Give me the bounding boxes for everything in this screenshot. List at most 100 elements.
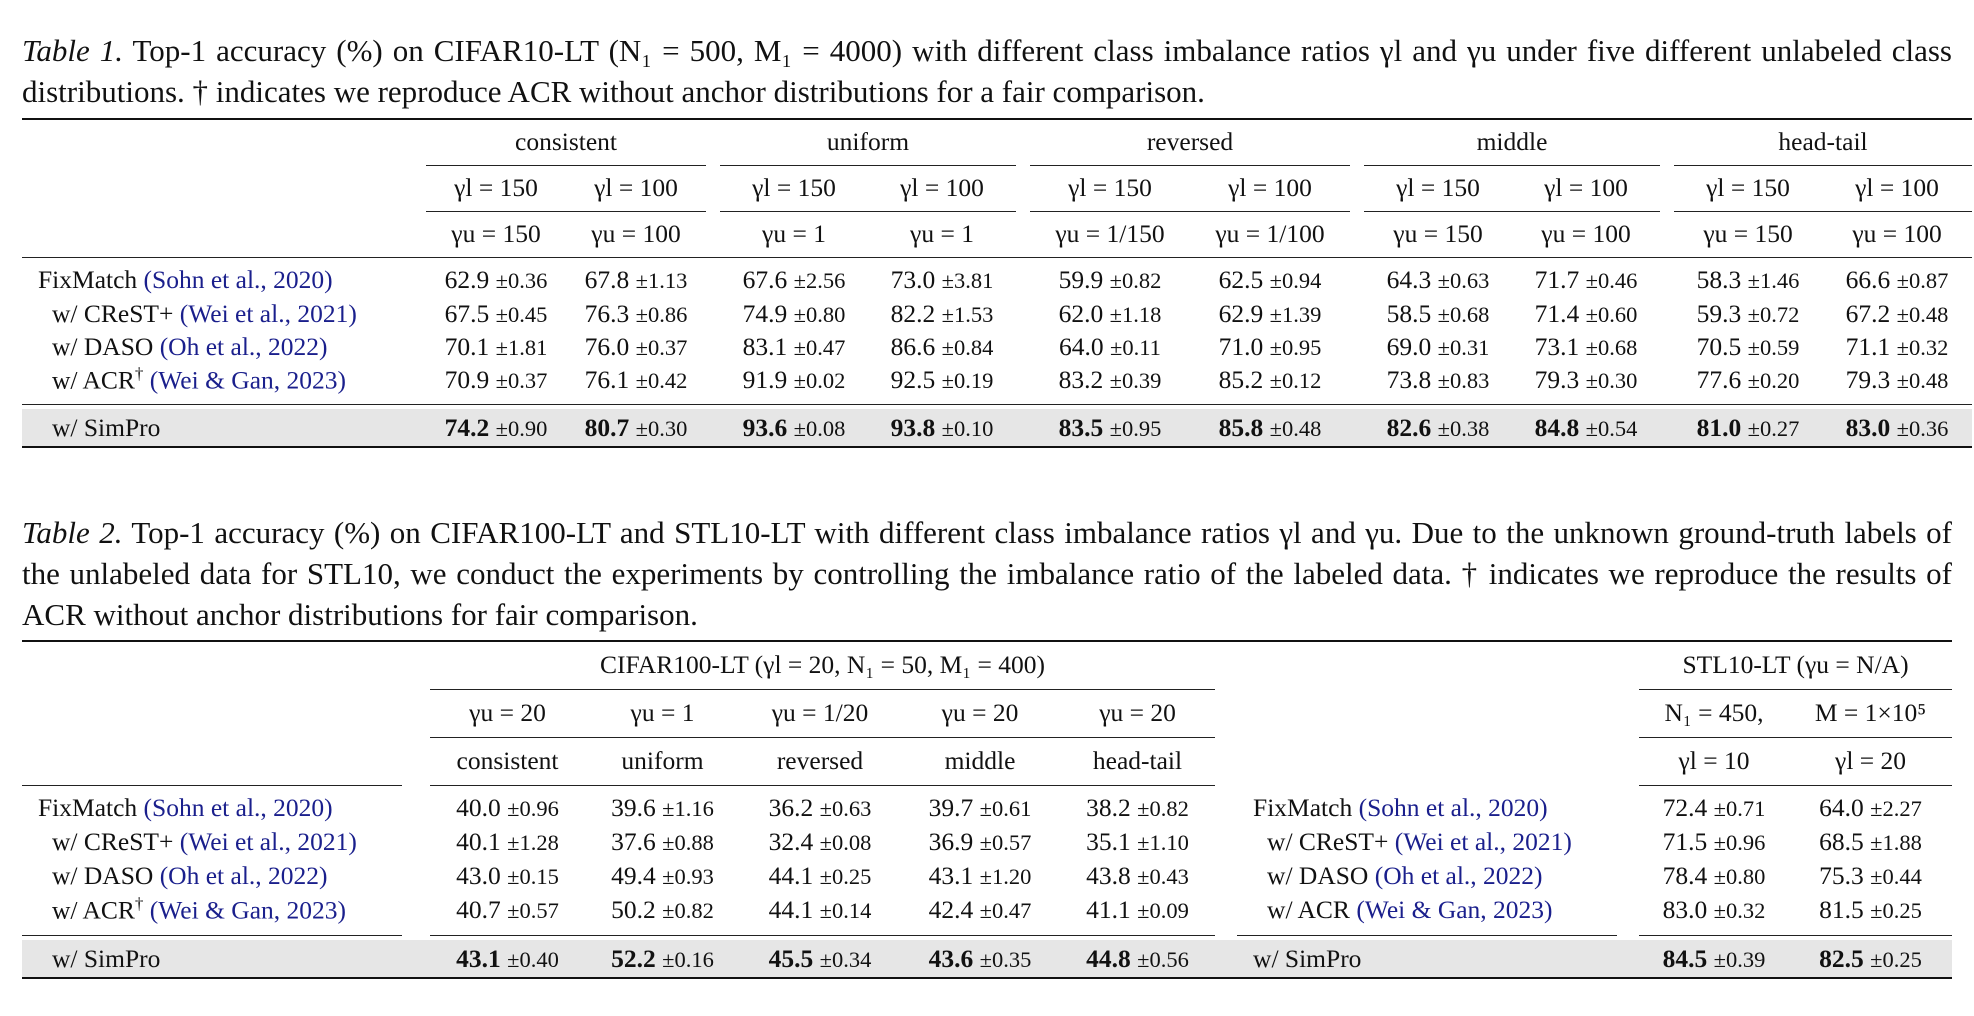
dist-header: uniform xyxy=(585,737,740,786)
value: 80.7 xyxy=(584,412,630,442)
gamma-u-header: γu = 1 xyxy=(585,689,740,738)
std: ±0.15 xyxy=(507,864,559,889)
gap-cell xyxy=(1237,927,1618,936)
citation: (Oh et al., 2022) xyxy=(159,861,328,890)
value: 49.4 xyxy=(611,861,656,890)
gamma-l-header: γl = 100 xyxy=(1512,165,1661,212)
method-name: w/ SimPro xyxy=(52,412,161,442)
method-cell: FixMatch (Sohn et al., 2020) xyxy=(22,257,412,297)
table-row: FixMatch (Sohn et al., 2020) 40.0 ±0.96 39… xyxy=(22,785,1952,825)
value: 71.5 xyxy=(1662,827,1708,856)
gamma-l-header: γl = 100 xyxy=(868,165,1016,212)
std: ±0.68 xyxy=(1437,301,1490,327)
value-cell: 43.0 ±0.15 xyxy=(430,859,585,893)
gamma-l-label: γl = 150 xyxy=(454,173,538,202)
std: ±0.37 xyxy=(635,334,688,360)
gamma-u-header: γu = 1/100 xyxy=(1190,211,1350,258)
value: 36.9 xyxy=(928,827,974,856)
spacer-cell xyxy=(1350,211,1364,258)
spacer-cell xyxy=(1660,118,1675,165)
cifar-header-label: CIFAR100-LT (γl = 20, N₁ = 50, M₁ = 400) xyxy=(600,650,1046,680)
gamma-l-label: γl = 100 xyxy=(900,173,984,202)
method-cell: w/ SimPro xyxy=(22,409,412,448)
value-cell: 45.5 ±0.34 xyxy=(740,940,900,979)
empty-cell xyxy=(22,737,402,786)
value-cell: 92.5 ±0.19 xyxy=(868,363,1016,396)
std: ±0.95 xyxy=(1269,334,1322,360)
value-cell: 40.0 ±0.96 xyxy=(430,785,585,825)
value: 35.1 xyxy=(1086,827,1131,856)
group-label: middle xyxy=(1476,127,1548,157)
spacer-cell xyxy=(402,940,430,979)
gamma-u-label: γu = 1 xyxy=(630,698,695,727)
spacer-cell xyxy=(1350,297,1364,330)
value: 41.1 xyxy=(1086,895,1131,924)
dist-header: head-tail xyxy=(1060,737,1216,786)
method-cell: w/ ACR† (Wei & Gan, 2023) xyxy=(22,363,412,396)
stl-n-label: N₁ = 450, xyxy=(1664,698,1764,727)
method-name: w/ DASO xyxy=(52,861,154,890)
value: 93.8 xyxy=(890,412,936,442)
gamma-l-header: γl = 100 xyxy=(566,165,706,212)
value: 83.1 xyxy=(742,331,788,361)
method-name: w/ SimPro xyxy=(52,943,161,973)
value: 72.4 xyxy=(1662,793,1708,823)
value-cell: 79.3 ±0.30 xyxy=(1512,363,1660,396)
std: ±0.84 xyxy=(941,334,994,360)
value: 67.6 xyxy=(742,265,788,295)
gamma-u-header: γu = 100 xyxy=(1512,211,1661,258)
std: ±0.63 xyxy=(819,796,872,822)
std: ±0.47 xyxy=(979,898,1032,923)
std: ±3.81 xyxy=(941,268,994,294)
value-cell: 52.2 ±0.16 xyxy=(585,940,740,979)
std: ±0.93 xyxy=(662,864,714,889)
value: 82.2 xyxy=(890,298,936,328)
value-cell: 64.3 ±0.63 xyxy=(1364,257,1512,297)
spacer-cell xyxy=(1350,363,1364,396)
empty-cell xyxy=(1237,640,1618,689)
value: 38.2 xyxy=(1086,793,1131,823)
value-cell: 71.1 ±0.32 xyxy=(1822,330,1972,363)
group-header: head-tail xyxy=(1674,118,1973,166)
value-cell: 40.1 ±1.28 xyxy=(430,825,585,859)
value-cell: 82.6 ±0.38 xyxy=(1364,409,1512,448)
std: ±0.57 xyxy=(979,830,1032,855)
value-cell: 73.8 ±0.83 xyxy=(1364,363,1512,396)
value: 93.6 xyxy=(742,412,788,442)
value: 82.5 xyxy=(1819,943,1864,973)
value-cell: 81.5 ±0.25 xyxy=(1789,893,1952,927)
gap-cell xyxy=(22,396,1973,405)
value-cell: 44.8 ±0.56 xyxy=(1060,940,1216,979)
gamma-l-header: γl = 150 xyxy=(1030,165,1190,212)
std: ±0.71 xyxy=(1713,796,1766,822)
std: ±0.27 xyxy=(1747,415,1800,441)
spacer-cell xyxy=(412,363,426,396)
std: ±0.43 xyxy=(1137,864,1189,889)
gamma-u-label: γu = 1/20 xyxy=(771,698,869,727)
citation: (Wei & Gan, 2023) xyxy=(149,365,347,395)
std: ±0.94 xyxy=(1269,268,1322,294)
value-cell: 82.5 ±0.25 xyxy=(1789,940,1953,979)
value-cell: 35.1 ±1.10 xyxy=(1060,825,1215,859)
gamma-u-label: γu = 20 xyxy=(1099,698,1176,727)
value: 84.5 xyxy=(1662,943,1708,973)
spacer-cell xyxy=(1660,297,1674,330)
value-cell: 91.9 ±0.02 xyxy=(720,363,868,396)
value: 67.8 xyxy=(584,265,630,295)
std: ±0.88 xyxy=(662,830,714,855)
std: ±0.30 xyxy=(1585,367,1638,393)
value: 81.5 xyxy=(1819,895,1864,924)
spacer-cell xyxy=(1617,785,1639,825)
std: ±0.56 xyxy=(1137,946,1189,972)
spacer-cell xyxy=(1350,165,1364,211)
value-cell: 40.7 ±0.57 xyxy=(430,893,585,927)
value: 70.5 xyxy=(1696,331,1742,361)
std: ±0.82 xyxy=(662,898,714,923)
gamma-l-label: γl = 10 xyxy=(1678,746,1750,775)
value-cell: 39.7 ±0.61 xyxy=(900,785,1060,825)
table-row: w/ ACR† (Wei & Gan, 2023) 40.7 ±0.57 50.2 … xyxy=(22,893,1952,927)
dist-label: head-tail xyxy=(1092,746,1183,775)
value: 36.2 xyxy=(768,793,814,823)
value-cell: 71.7 ±0.46 xyxy=(1512,257,1660,297)
value: 59.3 xyxy=(1696,298,1742,328)
